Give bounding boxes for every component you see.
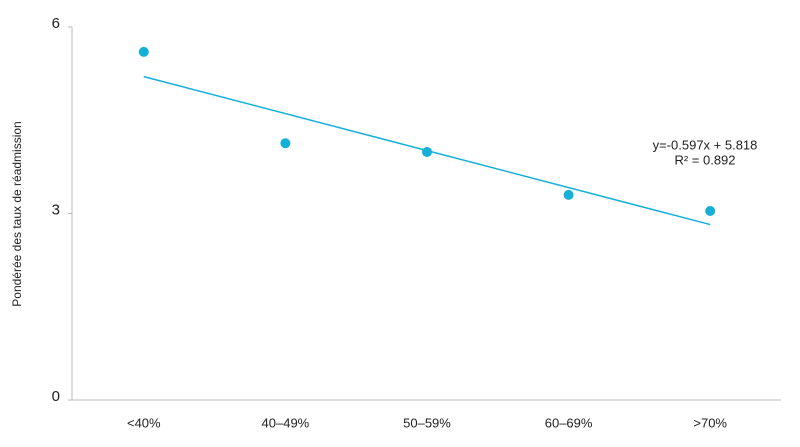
x-tick-label: 40–49% (262, 415, 310, 430)
y-tick-label: 3 (52, 201, 60, 218)
point (280, 138, 291, 149)
point (563, 189, 574, 200)
point (138, 46, 149, 57)
y-tick-label: 6 (52, 15, 60, 32)
x-tick-label: >70% (693, 415, 727, 430)
trendline-equation: y=-0.597x + 5.818 (653, 137, 758, 152)
x-tick-label: <40% (127, 415, 161, 430)
x-tick-label: 50–59% (403, 415, 451, 430)
y-tick-label: 0 (52, 388, 60, 405)
point (422, 146, 432, 157)
y-axis-label: Pondérée des taux de réadmission (10, 121, 24, 306)
point (705, 206, 716, 217)
x-tick-label: 60–69% (545, 415, 593, 430)
trendline-equation: R² = 0.892 (674, 152, 735, 167)
